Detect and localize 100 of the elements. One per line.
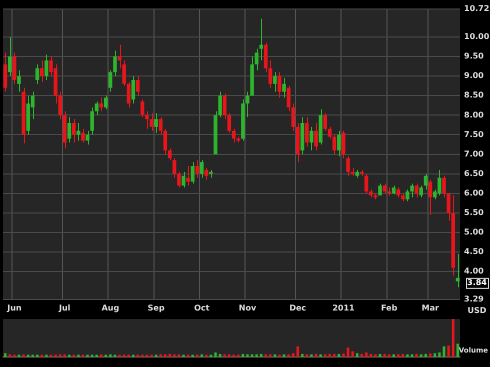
- bar: [434, 353, 436, 357]
- candlestick: [168, 148, 172, 161]
- bar: [168, 354, 172, 357]
- candlestick: [3, 52, 8, 92]
- bar: [228, 354, 230, 357]
- bar: [264, 354, 268, 357]
- bar: [301, 354, 304, 357]
- x-tick-label: Aug: [102, 303, 120, 312]
- y-axis-title: USD: [468, 306, 487, 316]
- text: 3.84: [467, 278, 488, 287]
- bar: [333, 354, 336, 357]
- candlestick: [337, 130, 341, 157]
- bar: [346, 348, 350, 357]
- candlestick: [305, 116, 309, 147]
- bar: [306, 354, 308, 357]
- x-tick-label: Feb: [381, 303, 398, 312]
- bar: [214, 352, 217, 357]
- bar: [282, 354, 286, 357]
- bar: [218, 354, 222, 357]
- candlestick: [406, 188, 410, 202]
- candlestick: [67, 116, 72, 144]
- bar: [360, 354, 363, 357]
- candlestick: [364, 173, 368, 194]
- bar: [8, 354, 12, 357]
- candlestick: [35, 64, 40, 84]
- bar: [342, 354, 345, 357]
- y-tick-label: 9.00: [464, 71, 484, 80]
- y-tick-label: 9.50: [464, 52, 484, 61]
- x-tick-label: Jun: [6, 303, 22, 312]
- bar: [415, 354, 418, 357]
- y-tick-label: 4.00: [464, 266, 484, 276]
- candlestick: [204, 167, 208, 180]
- candlestick: [424, 173, 428, 190]
- bar: [314, 354, 318, 357]
- bar: [365, 352, 368, 357]
- bar: [287, 354, 290, 357]
- candlestick: [342, 130, 346, 159]
- candlestick: [94, 100, 99, 116]
- candlestick: [232, 128, 236, 144]
- x-tick-label: Mar: [422, 303, 439, 312]
- candlestick: [140, 99, 144, 118]
- bar: [109, 354, 112, 357]
- candlestick: [113, 50, 117, 77]
- candlestick: [126, 81, 131, 108]
- candlestick: [8, 36, 12, 77]
- y-tick-label: 7.50: [464, 130, 484, 139]
- y-tick-label: 8.00: [464, 110, 484, 120]
- candlestick: [182, 171, 186, 188]
- bar: [397, 354, 400, 357]
- candlestick: [314, 122, 318, 151]
- bar: [173, 354, 176, 357]
- bar: [269, 354, 272, 357]
- candlestick: [456, 254, 460, 288]
- y-tick-label: 6.50: [464, 168, 484, 178]
- candlestick: [172, 158, 176, 178]
- y-tick-label: 10.72: [464, 4, 490, 13]
- candlestick: [195, 160, 200, 178]
- candlestick: [81, 128, 85, 144]
- bar: [456, 344, 459, 357]
- candlestick: [200, 160, 204, 178]
- candlestick: [218, 91, 222, 118]
- candlestick: [131, 76, 136, 104]
- bar: [356, 353, 358, 357]
- x-tick-label: Sep: [148, 303, 165, 312]
- candlestick: [282, 78, 286, 98]
- bar: [58, 354, 62, 357]
- bar: [424, 354, 427, 357]
- bar: [296, 346, 300, 357]
- bar: [374, 354, 377, 357]
- bar: [274, 354, 276, 357]
- bar: [392, 354, 395, 357]
- bar: [310, 354, 313, 357]
- bar: [223, 354, 226, 357]
- x-tick-label: Jul: [58, 303, 71, 312]
- bar: [100, 354, 103, 357]
- x-tick-label: Nov: [238, 303, 257, 312]
- candlestick: [17, 70, 21, 92]
- bar: [200, 354, 204, 357]
- candlestick: [310, 126, 314, 151]
- candlestick: [76, 122, 80, 142]
- y-tick-label: 6.00: [464, 188, 484, 198]
- candlestick: [396, 187, 400, 198]
- candlestick: [414, 183, 418, 198]
- bar: [447, 346, 450, 357]
- bar: [328, 354, 332, 357]
- candlestick: [40, 60, 44, 82]
- bar: [250, 354, 254, 357]
- y-tick-label: 7.00: [464, 149, 484, 158]
- y-tick-label: 5.50: [464, 208, 484, 218]
- candlestick: [254, 48, 258, 71]
- bar: [246, 354, 249, 357]
- y-tick-label: 5.00: [464, 228, 484, 237]
- candlestick: [346, 156, 350, 176]
- candlestick: [99, 97, 104, 112]
- candlestick: [190, 162, 195, 184]
- bar: [378, 354, 382, 357]
- bar: [351, 351, 354, 357]
- bar: [452, 319, 454, 357]
- candlestick: [323, 112, 328, 132]
- bar: [159, 354, 162, 357]
